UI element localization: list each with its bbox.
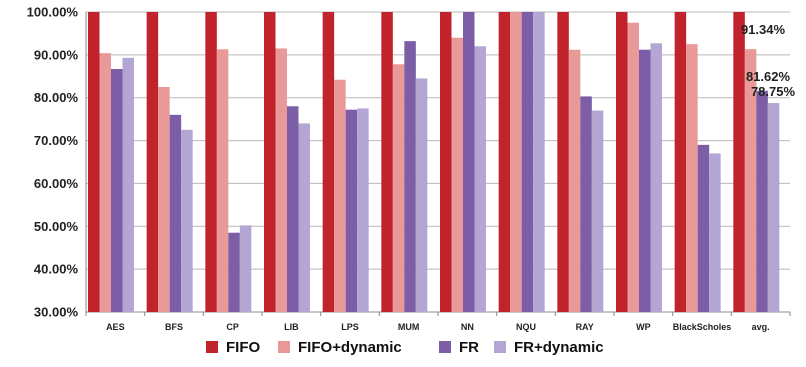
x-tick-label: LPS: [341, 322, 359, 332]
bar-fifo: [264, 12, 276, 312]
x-tick-label: LIB: [284, 322, 299, 332]
x-tick-label: NQU: [516, 322, 536, 332]
bar-fr-dynamic: [122, 57, 134, 312]
bar-fifo-dynamic: [216, 49, 229, 313]
legend-swatch: [439, 341, 451, 353]
x-tick-label: avg.: [752, 322, 770, 332]
y-tick-label: 80.00%: [34, 90, 79, 105]
bar-fifo-dynamic: [392, 64, 405, 313]
legend-swatch: [278, 341, 290, 353]
bar-fr-dynamic: [239, 225, 252, 312]
bar-fr-dynamic: [709, 153, 721, 312]
x-tick-label: NN: [461, 322, 474, 332]
x-tick-label: MUM: [398, 322, 420, 332]
bar-fifo: [616, 12, 628, 312]
bar-fifo-dynamic: [451, 37, 463, 312]
bar-fifo-dynamic: [510, 12, 522, 312]
y-tick-label: 60.00%: [34, 176, 79, 191]
bar-fifo-dynamic: [158, 87, 170, 312]
bar-fifo: [733, 12, 745, 312]
bar-fifo: [674, 12, 687, 312]
bar-fifo: [88, 12, 100, 312]
bar-fifo: [557, 12, 569, 312]
legend-label: FR+dynamic: [514, 339, 604, 356]
bar-fifo: [440, 12, 452, 312]
bar-fr: [404, 41, 416, 313]
y-tick-label: 70.00%: [34, 133, 79, 148]
bar-fr-dynamic: [650, 43, 662, 313]
legend-label: FIFO+dynamic: [298, 339, 402, 356]
y-tick-label: 100.00%: [27, 5, 79, 20]
bar-fr: [580, 96, 592, 312]
bar-fifo: [381, 12, 393, 312]
x-tick-label: BFS: [165, 322, 183, 332]
y-tick-label: 50.00%: [34, 219, 79, 234]
bar-fifo-dynamic: [275, 48, 287, 313]
y-tick-label: 90.00%: [34, 47, 79, 62]
bar-fr-dynamic: [357, 108, 369, 312]
legend-swatch: [494, 341, 506, 353]
bar-fr-dynamic: [415, 78, 428, 312]
bar-fr-dynamic: [181, 129, 193, 312]
bar-fr: [756, 90, 768, 313]
bar-fr: [697, 144, 710, 312]
bar-fr: [287, 106, 299, 313]
bar-fr-dynamic: [474, 46, 486, 313]
legend-label: FR: [459, 339, 479, 356]
bar-fifo: [205, 12, 217, 312]
y-tick-label: 40.00%: [34, 262, 79, 277]
bar-fr-dynamic: [298, 123, 310, 312]
x-tick-label: BlackScholes: [673, 322, 732, 332]
bar-fr: [169, 114, 182, 312]
bar-fr-dynamic: [767, 103, 780, 312]
data-label: 78.75%: [751, 84, 796, 99]
bar-fifo-dynamic: [627, 22, 639, 312]
bar-fifo: [498, 12, 511, 312]
bar-fifo-dynamic: [568, 49, 581, 312]
data-label: 91.34%: [741, 22, 786, 37]
bar-fr-dynamic: [533, 12, 545, 312]
bar-fr: [111, 69, 123, 312]
bar-fr: [463, 12, 475, 312]
bar-fifo: [322, 12, 335, 312]
bar-fifo-dynamic: [686, 44, 698, 313]
x-tick-label: RAY: [576, 322, 594, 332]
legend-swatch: [206, 341, 218, 353]
bar-fr-dynamic: [591, 110, 604, 312]
y-tick-label: 30.00%: [34, 305, 79, 320]
data-label: 81.62%: [746, 69, 791, 84]
bar-fifo: [146, 12, 159, 312]
x-tick-label: WP: [636, 322, 651, 332]
bar-fifo-dynamic: [334, 79, 346, 312]
bar-fifo-dynamic: [99, 53, 111, 313]
x-tick-label: CP: [226, 322, 239, 332]
bar-fr: [521, 12, 534, 312]
bar-fifo-dynamic: [744, 49, 757, 312]
bar-fr: [228, 232, 240, 312]
bar-fr: [639, 49, 651, 312]
bar-fr: [345, 109, 358, 312]
x-tick-label: AES: [106, 322, 125, 332]
legend-label: FIFO: [226, 339, 260, 356]
